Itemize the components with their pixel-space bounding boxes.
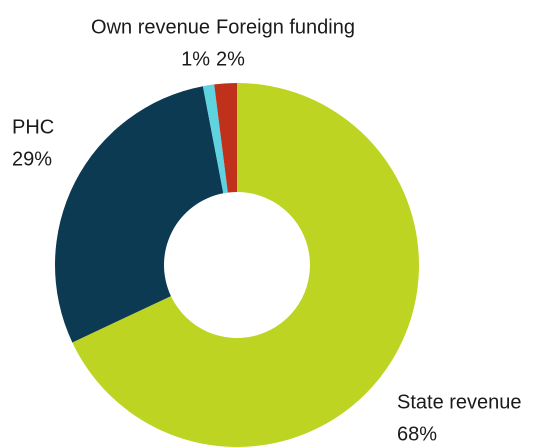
donut-slice	[214, 83, 237, 193]
slice-value: 68%	[397, 423, 437, 445]
donut-slice	[202, 84, 228, 194]
slice-value: 2%	[216, 48, 245, 70]
slice-name: Foreign funding	[216, 16, 355, 38]
slice-name: PHC	[12, 116, 54, 138]
slice-value: 1%	[181, 48, 210, 70]
donut-slice	[55, 86, 224, 343]
slice-name: State revenue	[397, 391, 522, 413]
donut-slice	[72, 83, 420, 448]
slice-value: 29%	[12, 148, 52, 170]
slice-name: Own revenue	[91, 16, 210, 38]
